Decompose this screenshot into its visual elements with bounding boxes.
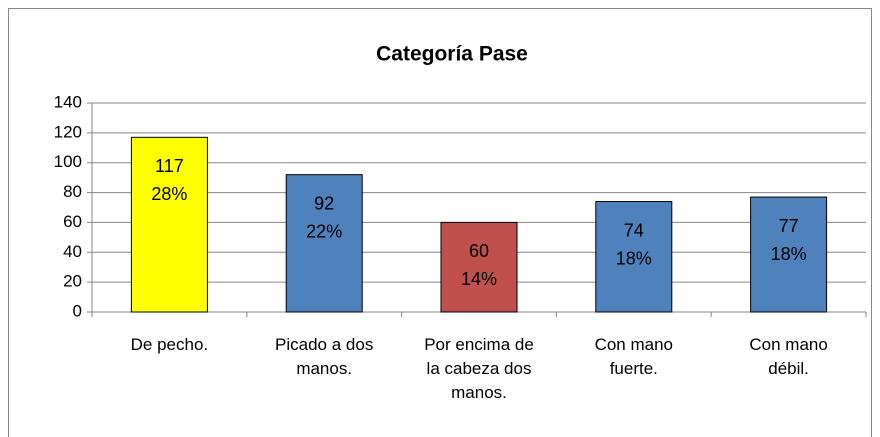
bar xyxy=(750,196,828,313)
bar xyxy=(285,174,363,313)
y-tick-label: 60 xyxy=(63,212,82,231)
x-tick-label: Con mano débil. xyxy=(749,335,828,378)
bar xyxy=(595,201,673,313)
y-tick-label: 140 xyxy=(54,92,82,111)
value-label: 74 xyxy=(624,220,644,240)
y-tick-label: 120 xyxy=(54,122,82,141)
chart-border xyxy=(8,8,872,437)
x-tick-label: De pecho. xyxy=(130,335,209,354)
percentage-label: 18% xyxy=(616,248,652,268)
y-tick-label: 40 xyxy=(63,242,82,261)
percentage-label: 28% xyxy=(151,184,187,204)
percentage-label: 22% xyxy=(306,221,342,241)
chart-title: Categoría Pase xyxy=(376,43,528,66)
bar xyxy=(130,136,208,313)
y-tick-label: 20 xyxy=(63,272,82,291)
value-label: 117 xyxy=(155,156,184,176)
percentage-label: 14% xyxy=(461,269,497,289)
bar xyxy=(440,221,518,313)
y-tick-label: 80 xyxy=(63,182,82,201)
x-tick-label: Por encima de la cabeza dos manos. xyxy=(424,335,534,402)
value-label: 92 xyxy=(314,193,334,213)
percentage-label: 18% xyxy=(771,244,807,264)
y-tick-label: 0 xyxy=(73,301,82,320)
value-label: 60 xyxy=(469,241,489,261)
x-tick-label: Picado a dos manos. xyxy=(275,335,374,378)
y-tick-label: 100 xyxy=(54,152,82,171)
value-label: 77 xyxy=(779,216,799,236)
x-tick-label: Con mano fuerte. xyxy=(594,335,674,378)
